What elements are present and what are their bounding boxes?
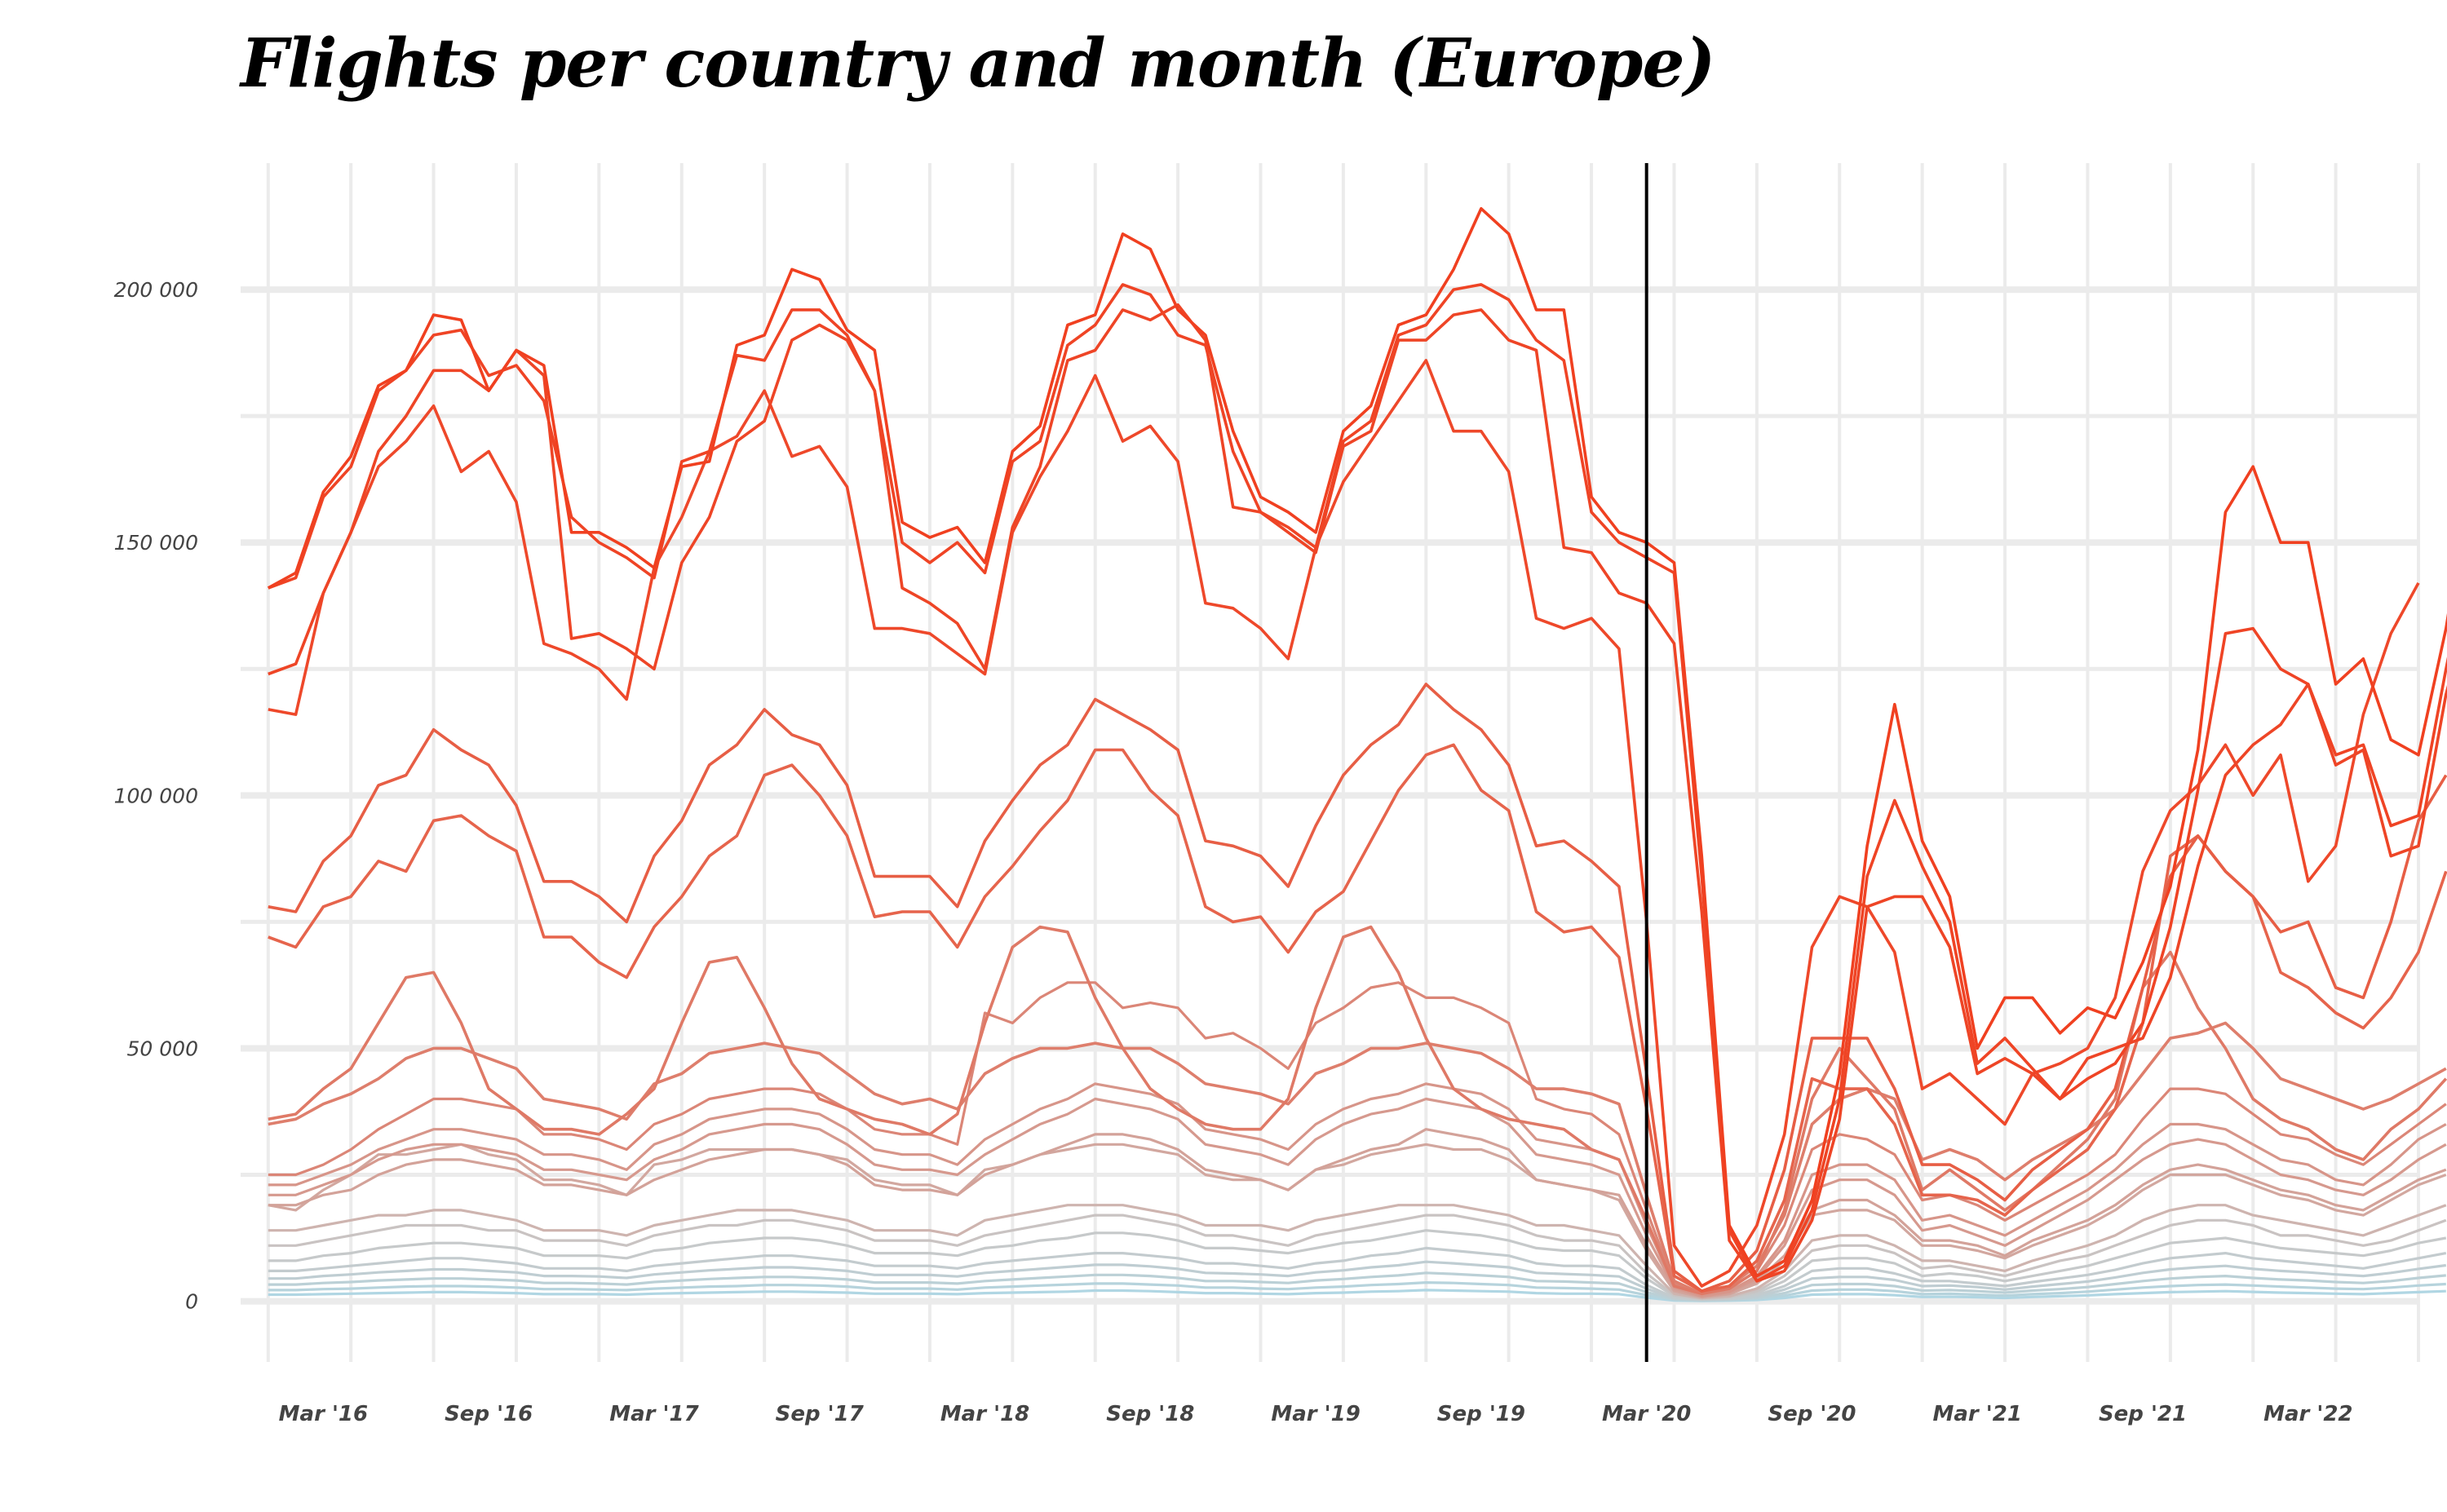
series-line-country-14 [268, 1204, 2447, 1300]
series-line-country-16 [268, 1229, 2447, 1301]
series-line-country-5 [268, 683, 2447, 1293]
x-tick-label: Mar '17 [609, 1402, 699, 1426]
y-tick-label: 150 000 [114, 531, 198, 555]
x-tick-label: Mar '19 [1271, 1402, 1360, 1426]
series-line-country-19 [268, 1271, 2446, 1302]
series-line-country-9 [268, 981, 2447, 1295]
series-line-country-6 [268, 743, 2447, 1293]
x-tick-label: Sep '16 [445, 1402, 533, 1426]
y-tick-label: 100 000 [114, 784, 198, 807]
series-line-country-13 [268, 1143, 2447, 1299]
x-tick-label: Mar '21 [1933, 1402, 2022, 1426]
series-line-country-20 [268, 1280, 2446, 1302]
series-line-country-18 [268, 1260, 2447, 1302]
series-line-country-11 [268, 1097, 2447, 1298]
y-tick-label: 0 [185, 1290, 198, 1314]
x-tick-label: Mar '16 [279, 1402, 368, 1426]
x-tick-label: Mar '22 [2263, 1402, 2352, 1426]
series-line-country-1 [267, 207, 2447, 1278]
x-tick-label: Mar '18 [940, 1402, 1029, 1426]
y-tick-label: 50 000 [127, 1037, 198, 1060]
series-line-country-15 [268, 1214, 2447, 1301]
series-line-country-21 [268, 1289, 2446, 1302]
x-tick-label: Sep '17 [776, 1402, 865, 1426]
series-lines [267, 207, 2447, 1302]
x-axis-ticks: Mar '16 Sep '16 Mar '17 Sep '17 Mar '18 Sep '… [279, 1402, 2353, 1426]
series-line-country-12 [268, 1128, 2447, 1298]
y-tick-label: 200 000 [114, 278, 198, 302]
x-tick-label: Sep '18 [1106, 1402, 1194, 1426]
series-line-country-17 [268, 1246, 2447, 1302]
y-axis-ticks: 0 50 000 100 000 150 000 200 000 [114, 278, 198, 1314]
x-tick-label: Mar '20 [1602, 1402, 1691, 1426]
chart-title: Flights per country and month (Europe) [241, 24, 1715, 103]
series-line-country-10 [268, 1082, 2447, 1297]
series-line-country-7 [268, 925, 2447, 1296]
grid [241, 163, 2420, 1362]
x-tick-label: Sep '21 [2099, 1402, 2187, 1426]
series-line-country-2 [268, 283, 2447, 1283]
x-tick-label: Sep '19 [1437, 1402, 1525, 1426]
series-line-country-4 [268, 359, 2420, 1288]
x-tick-label: Sep '20 [1768, 1402, 1856, 1426]
